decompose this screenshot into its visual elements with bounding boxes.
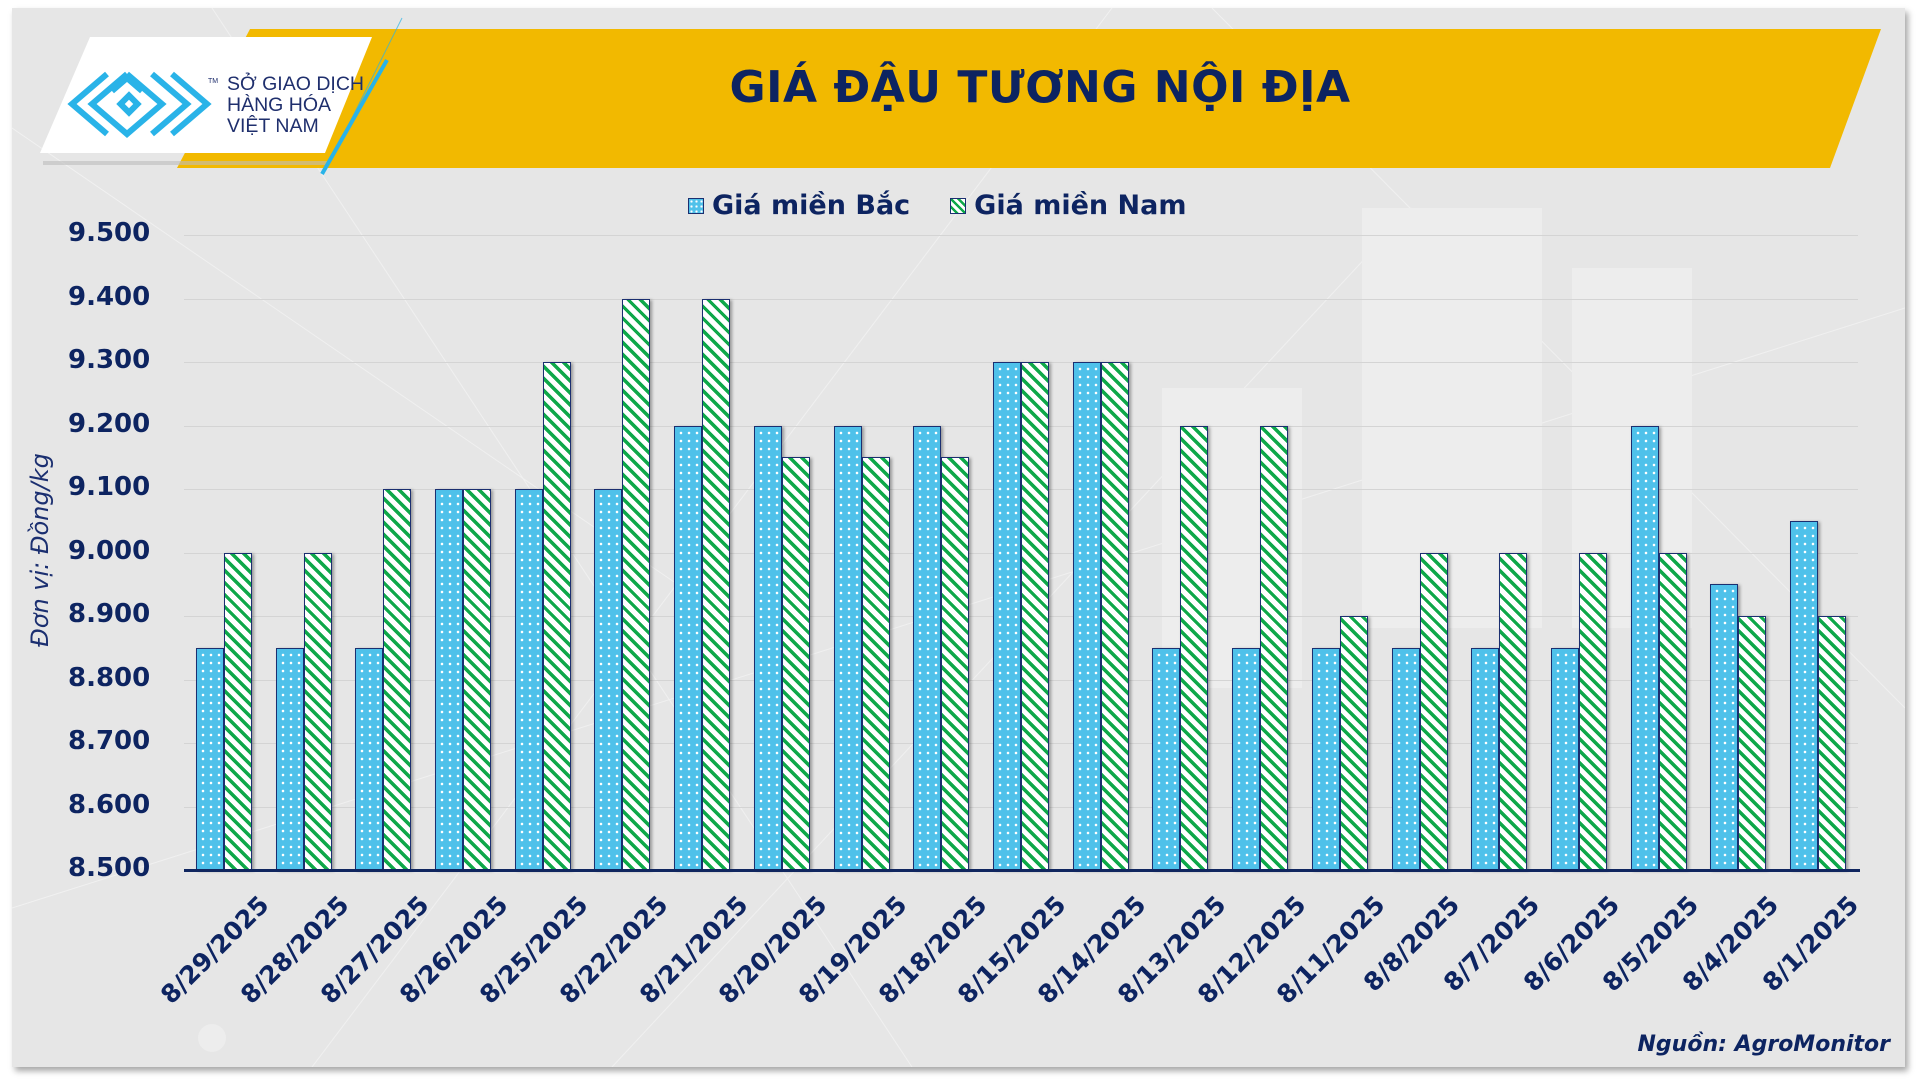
bar-mien-nam: [463, 489, 491, 870]
bar-mien-bac: [1072, 362, 1101, 870]
y-axis-title: Đơn vị: Đồng/kg: [26, 453, 54, 647]
bar-mien-nam: [1339, 616, 1368, 870]
bar-mien-bac: [435, 489, 463, 870]
bar-mien-nam: [1419, 552, 1448, 870]
bar-mien-nam: [622, 298, 651, 870]
bar-mien-nam: [702, 298, 731, 870]
bar-mien-bac: [1152, 647, 1181, 870]
bar-mien-nam: [303, 552, 332, 870]
legend-item-bac: Giá miền Bắc: [688, 190, 910, 221]
bar-mien-nam: [1499, 552, 1528, 870]
bar-mien-bac: [833, 425, 862, 870]
chart-title: GIÁ ĐẬU TƯƠNG NỘI ĐỊA: [729, 62, 1351, 113]
bar-mien-bac: [1232, 647, 1261, 870]
bar-mien-bac: [674, 425, 703, 870]
y-tick-label: 8.900: [68, 599, 151, 629]
source-note: Nguồn: AgroMonitor: [1637, 1032, 1890, 1057]
accent-line: [320, 59, 389, 175]
title-banner: [40, 17, 1881, 175]
logo-line-3: VIỆT NAM: [227, 115, 319, 137]
bar-mien-bac: [514, 489, 543, 870]
legend-swatch-striped-icon: [950, 197, 967, 214]
bar-mien-nam: [1021, 362, 1049, 870]
logo-text: SỞ GIAO DỊCH HÀNG HÓA VIỆT NAM: [227, 74, 364, 137]
y-tick-label: 9.200: [68, 408, 151, 439]
bar-mien-bac: [993, 362, 1021, 870]
bar-mien-bac: [355, 647, 384, 870]
bar-mien-nam: [383, 489, 412, 870]
y-tick-label: 9.400: [68, 281, 151, 312]
logo-line-2: HÀNG HÓA: [227, 94, 332, 116]
y-tick-label: 8.500: [68, 853, 151, 883]
bar-mien-bac: [195, 647, 224, 870]
bar-mien-nam: [223, 552, 252, 870]
bar-mien-bac: [275, 647, 304, 870]
chart-panel: TM SỞ GIAO DỊCH HÀNG HÓA VIỆT NAM: [12, 8, 1905, 1067]
x-axis-line: [184, 869, 1860, 872]
y-tick-label: 9.300: [68, 345, 151, 375]
bar-mien-nam: [1180, 425, 1209, 870]
y-tick-label: 8.700: [68, 726, 151, 756]
bar-mien-nam: [1100, 362, 1129, 870]
bar-mien-nam: [1818, 616, 1847, 870]
bar-mien-bac: [1710, 584, 1739, 870]
y-tick-label: 8.600: [68, 789, 151, 820]
y-tick-label: 8.800: [68, 662, 151, 693]
trademark-mark: TM: [208, 78, 219, 85]
chart-legend: Giá miền Bắc Giá miền Nam: [688, 190, 1226, 221]
logo-white-plate: [40, 37, 372, 153]
bar-mien-nam: [941, 457, 970, 870]
legend-item-nam: Giá miền Nam: [950, 190, 1186, 221]
gridline: [184, 235, 1858, 236]
bar-mien-bac: [1311, 647, 1340, 870]
bar-mien-bac: [1790, 520, 1819, 870]
bar-mien-bac: [1551, 647, 1579, 870]
legend-label-bac: Giá miền Bắc: [712, 190, 911, 221]
bar-mien-nam: [1260, 425, 1289, 870]
bar-mien-bac: [913, 425, 942, 870]
banner-yellow-shape: [177, 29, 1881, 168]
logo-line-1: SỞ GIAO DỊCH: [227, 73, 364, 95]
legend-swatch-dotted-icon: [688, 197, 704, 214]
bar-mien-nam: [861, 457, 890, 870]
y-tick-label: 9.000: [68, 535, 151, 566]
bar-mien-bac: [1391, 647, 1420, 870]
bar-mien-nam: [1658, 552, 1687, 870]
logo-mark-icon: [67, 71, 212, 138]
gridline: [184, 298, 1858, 300]
bar-mien-bac: [1471, 647, 1500, 870]
legend-label-nam: Giá miền Nam: [974, 190, 1187, 221]
bar-mien-bac: [753, 425, 782, 870]
bar-mien-nam: [1738, 616, 1767, 870]
y-tick-label: 9.100: [68, 472, 151, 502]
bar-mien-bac: [1630, 425, 1659, 870]
bar-mien-nam: [1579, 552, 1607, 870]
bar-mien-nam: [542, 362, 571, 870]
y-tick-label: 9.500: [68, 218, 151, 248]
bar-mien-bac: [594, 489, 623, 870]
bar-mien-nam: [781, 457, 810, 870]
